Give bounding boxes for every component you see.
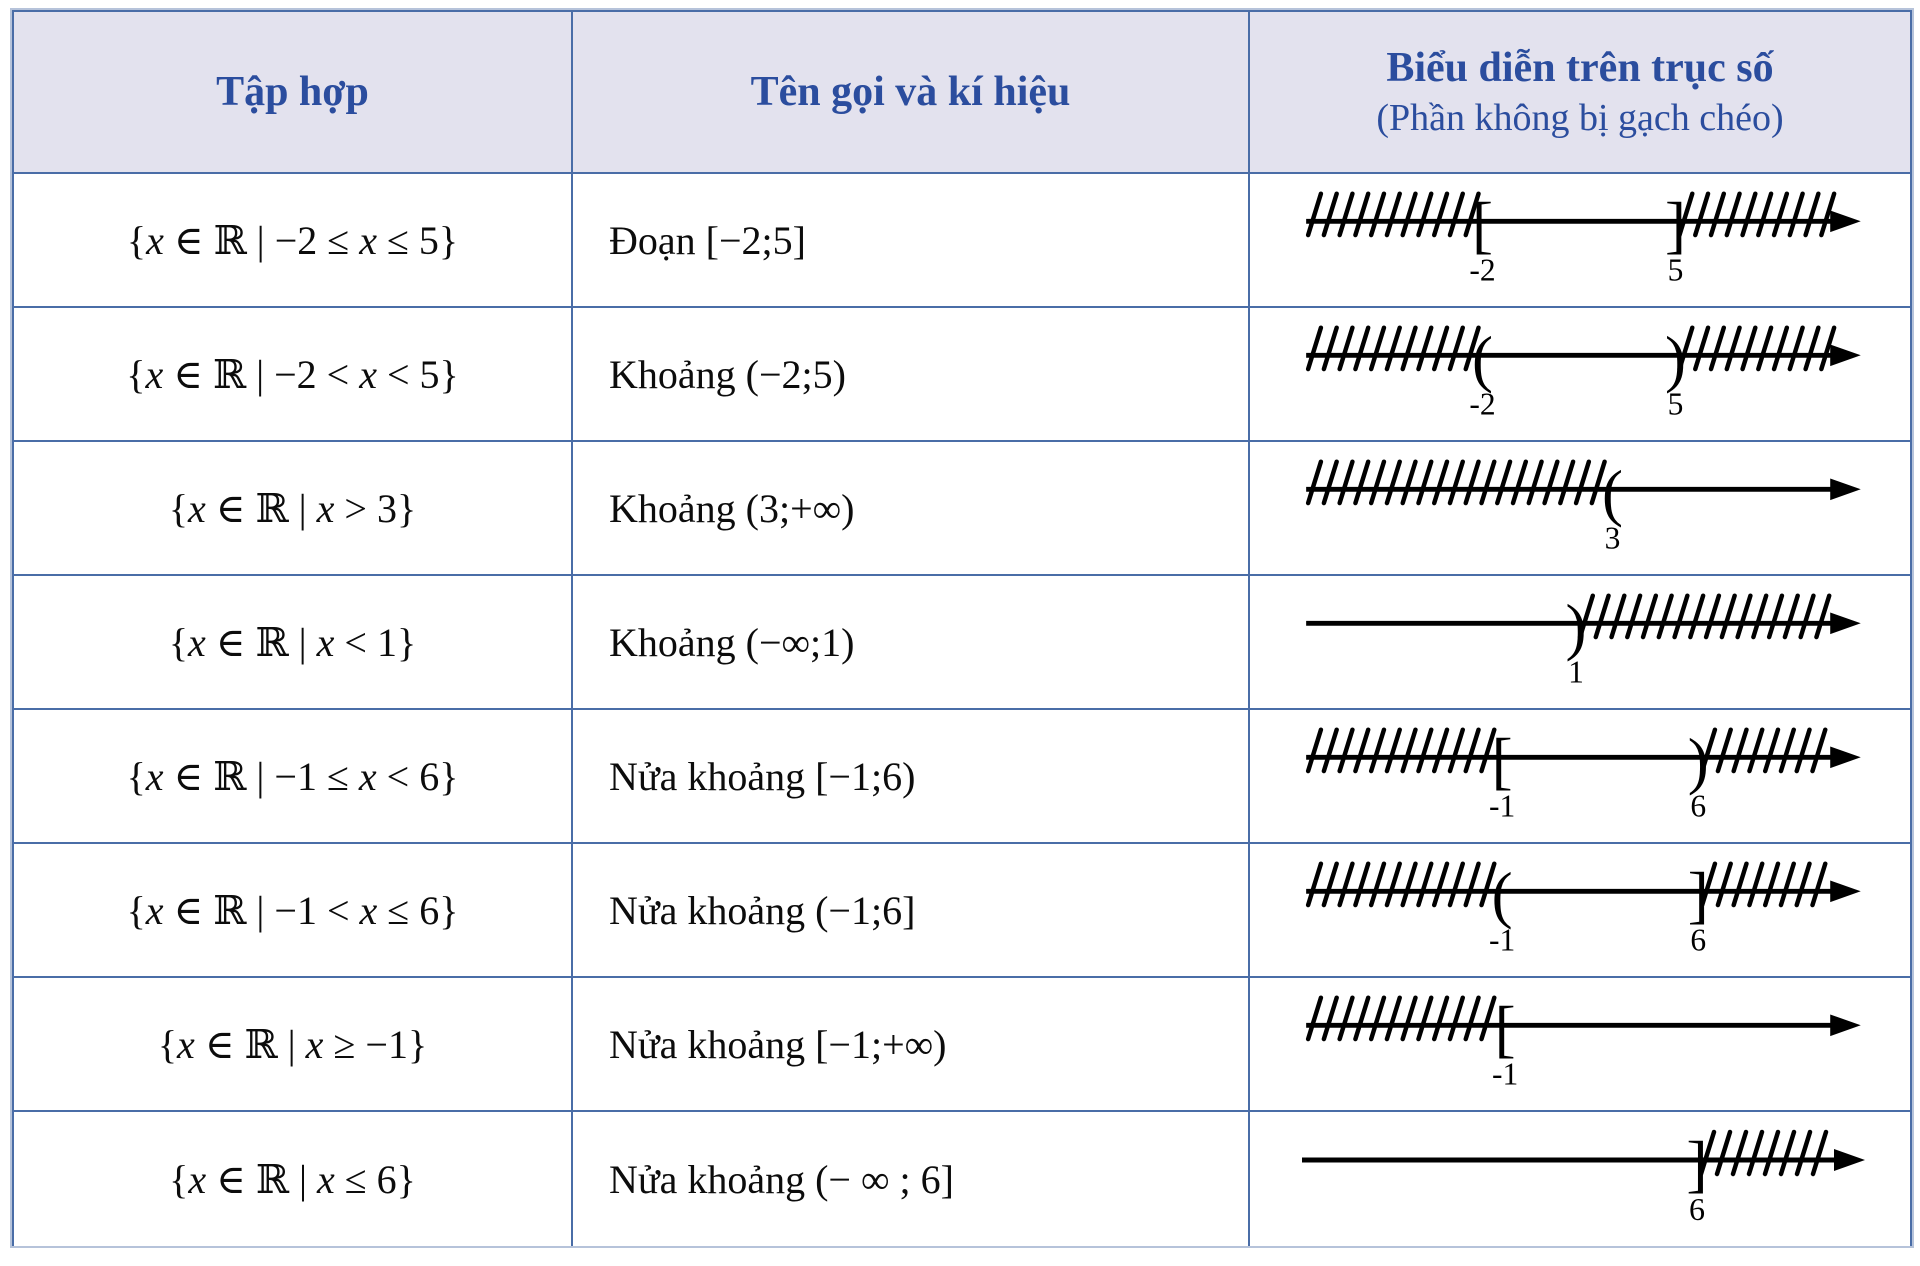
header-set-label: Tập hợp [216, 68, 369, 115]
svg-text:): ) [1566, 592, 1587, 662]
numberline-diagram: (-2)5 [1305, 324, 1861, 421]
name-cell: Nửa khoảng (− ∞ ; 6] [573, 1112, 1250, 1246]
set-expression: {x ∈ ℝ | x > 3} [168, 485, 417, 531]
svg-text:[: [ [1492, 726, 1513, 796]
set-expression: {x ∈ ℝ | x ≤ 6} [169, 1156, 416, 1202]
header-name: Tên gọi và kí hiệu [573, 12, 1250, 174]
name-cell: Nửa khoảng [−1;+∞) [573, 978, 1250, 1112]
header-name-label: Tên gọi và kí hiệu [750, 68, 1071, 115]
name-cell: Nửa khoảng [−1;6) [573, 710, 1250, 844]
numberline-cell: [-1 [1250, 978, 1910, 1112]
name-cell: Khoảng (−2;5) [573, 308, 1250, 442]
numberline-cell: (-1] 6 [1250, 844, 1910, 978]
header-set: Tập hợp [14, 12, 573, 174]
numberline-cell: (-2) 5 [1250, 308, 1910, 442]
svg-text:]: ] [1688, 860, 1709, 930]
interval-name: Đoạn [−2;5] [609, 217, 806, 263]
set-cell: {x ∈ ℝ | −2 < x < 5} [14, 308, 573, 442]
interval-name: Nửa khoảng (− ∞ ; 6] [609, 1156, 954, 1202]
header-numberline-subtitle: (Phần không bị gạch chéo) [1376, 96, 1784, 139]
name-cell: Nửa khoảng (−1;6] [573, 844, 1250, 978]
set-expression: {x ∈ ℝ | −1 < x ≤ 6} [126, 887, 459, 933]
svg-text:3: 3 [1605, 520, 1621, 555]
numberline-diagram: )1 [1306, 592, 1861, 689]
svg-text:]: ] [1665, 190, 1686, 260]
svg-text:-1: -1 [1489, 788, 1515, 823]
interval-name: Khoảng (3;+∞) [609, 485, 855, 531]
svg-text:-2: -2 [1469, 386, 1495, 421]
svg-text:6: 6 [1690, 788, 1706, 823]
set-cell: {x ∈ ℝ | x ≤ 6} [14, 1112, 573, 1246]
svg-text:[: [ [1472, 190, 1493, 260]
interval-name: Khoảng (−∞;1) [609, 619, 855, 665]
svg-text:(: ( [1492, 860, 1513, 930]
numberline-cell: ] 6 [1250, 1112, 1910, 1246]
set-cell: {x ∈ ℝ | −1 < x ≤ 6} [14, 844, 573, 978]
svg-text:-2: -2 [1469, 252, 1495, 287]
numberline-diagram: [-1 [1305, 994, 1861, 1091]
name-cell: Khoảng (3;+∞) [573, 442, 1250, 576]
numberline-diagram: (3 [1305, 458, 1861, 555]
name-cell: Khoảng (−∞;1) [573, 576, 1250, 710]
svg-text:-1: -1 [1492, 1056, 1518, 1091]
svg-text:5: 5 [1668, 252, 1684, 287]
header-numberline-title: Biểu diễn trên trục số [1386, 45, 1774, 91]
set-expression: {x ∈ ℝ | x < 1} [168, 619, 417, 665]
svg-text:]: ] [1686, 1128, 1707, 1199]
interval-name: Nửa khoảng (−1;6] [609, 887, 916, 933]
numberline-diagram: [-2]5 [1305, 190, 1861, 287]
numberline-diagram: [-1)6 [1305, 726, 1861, 823]
set-expression: {x ∈ ℝ | −1 ≤ x < 6} [126, 753, 459, 799]
interval-notation-table: Tập hợp Tên gọi và kí hiệu Biểu diễn trê… [12, 10, 1912, 1246]
numberline-cell: [-2] 5 [1250, 174, 1910, 308]
svg-text:[: [ [1495, 994, 1516, 1064]
set-expression: {x ∈ ℝ | x ≥ −1} [157, 1021, 428, 1067]
numberline-diagram: (-1]6 [1305, 860, 1861, 957]
set-cell: {x ∈ ℝ | −1 ≤ x < 6} [14, 710, 573, 844]
set-expression: {x ∈ ℝ | −2 < x < 5} [126, 351, 459, 397]
svg-text:(: ( [1602, 458, 1623, 528]
set-cell: {x ∈ ℝ | x ≥ −1} [14, 978, 573, 1112]
set-expression: {x ∈ ℝ | −2 ≤ x ≤ 5} [126, 217, 459, 263]
svg-text:(: ( [1472, 324, 1493, 394]
name-cell: Đoạn [−2;5] [573, 174, 1250, 308]
set-cell: {x ∈ ℝ | x < 1} [14, 576, 573, 710]
interval-name: Nửa khoảng [−1;+∞) [609, 1021, 947, 1067]
numberline-cell: ) 1 [1250, 576, 1910, 710]
interval-name: Nửa khoảng [−1;6) [609, 753, 916, 799]
numberline-cell: (3 [1250, 442, 1910, 576]
svg-text:1: 1 [1568, 654, 1584, 689]
numberline-cell: [-1) 6 [1250, 710, 1910, 844]
svg-text:6: 6 [1689, 1191, 1705, 1227]
svg-text:5: 5 [1668, 386, 1684, 421]
set-cell: {x ∈ ℝ | x > 3} [14, 442, 573, 576]
svg-text:6: 6 [1690, 922, 1706, 957]
svg-text:): ) [1688, 726, 1709, 796]
interval-name: Khoảng (−2;5) [609, 351, 846, 397]
svg-text:): ) [1665, 324, 1686, 394]
set-cell: {x ∈ ℝ | −2 ≤ x ≤ 5} [14, 174, 573, 308]
header-numberline: Biểu diễn trên trục số (Phần không bị gạ… [1250, 12, 1910, 174]
numberline-diagram: ]6 [1302, 1128, 1865, 1227]
svg-text:-1: -1 [1489, 922, 1515, 957]
